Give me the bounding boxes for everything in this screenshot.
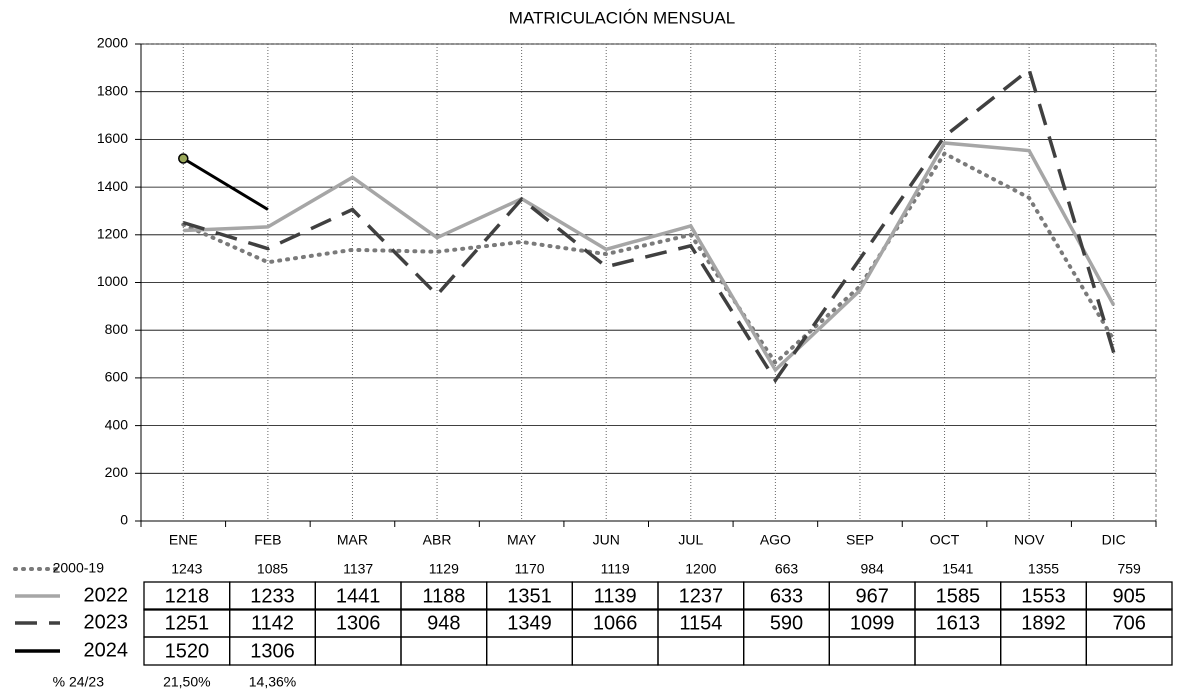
ratio-value: 21,50%	[163, 674, 210, 690]
table-value: 1441	[336, 585, 381, 607]
table-value: 1892	[1021, 612, 1066, 634]
table-value: 1613	[936, 612, 981, 634]
table-value: 984	[860, 561, 884, 577]
x-tick-label: FEB	[254, 532, 281, 548]
table-value: 1218	[165, 585, 210, 607]
legend-label: 2000-19	[53, 560, 105, 576]
x-tick-label: AGO	[760, 532, 791, 548]
y-tick-label: 800	[105, 321, 129, 337]
table-value: 1154	[679, 612, 722, 634]
ratio-label: % 24/23	[53, 674, 105, 690]
chart-title: MATRICULACIÓN MENSUAL	[509, 8, 735, 27]
legend-label: 2024	[84, 639, 129, 661]
table-value: 1355	[1028, 561, 1059, 577]
table-value: 590	[770, 612, 803, 634]
y-tick-label: 400	[105, 416, 129, 432]
table-value: 1099	[850, 612, 895, 634]
x-tick-label: ABR	[423, 532, 452, 548]
table-value: 1170	[514, 561, 544, 577]
table-cell	[571, 636, 659, 666]
table-cell	[1085, 636, 1173, 666]
table-value: 1553	[1021, 585, 1066, 607]
y-tick-label: 200	[105, 464, 129, 480]
table-cell	[914, 636, 1002, 666]
table-value: 1119	[601, 561, 630, 577]
table-value: 706	[1112, 612, 1145, 634]
table-value: 1520	[165, 640, 210, 662]
table-value: 1085	[257, 561, 288, 577]
table-value: 1306	[250, 640, 295, 662]
legend-label: 2023	[84, 611, 129, 633]
table-value: 905	[1112, 585, 1145, 607]
table-value: 1541	[942, 561, 973, 577]
table-cell	[400, 636, 488, 666]
table-value: 948	[427, 612, 460, 634]
legend-label: 2022	[84, 584, 129, 606]
table-cell	[486, 636, 573, 666]
x-tick-label: JUL	[678, 532, 703, 548]
table-value: 1243	[171, 561, 202, 577]
y-tick-label: 0	[120, 512, 128, 528]
table-cell	[1000, 636, 1087, 666]
ratio-value: 14,36%	[249, 674, 296, 690]
table-value: 1251	[165, 612, 210, 634]
table-value: 1349	[507, 612, 552, 634]
y-tick-label: 1600	[97, 130, 128, 146]
y-tick-label: 600	[105, 369, 129, 385]
table-value: 1237	[679, 585, 724, 607]
series-line	[183, 141, 1116, 373]
table-value: 1137	[343, 561, 373, 577]
y-tick-label: 1800	[97, 82, 128, 98]
x-tick-label: DIC	[1102, 532, 1126, 548]
table-value: 1200	[685, 561, 716, 577]
table-cell	[743, 636, 830, 666]
x-tick-label: NOV	[1014, 532, 1045, 548]
x-tick-label: MAR	[337, 532, 368, 548]
y-tick-label: 1200	[97, 226, 128, 242]
y-tick-label: 2000	[97, 35, 128, 51]
table-value: 1139	[594, 585, 637, 607]
y-tick-label: 1000	[97, 273, 128, 289]
point-marker	[178, 153, 189, 164]
table-cell	[314, 636, 402, 666]
table-value: 1129	[429, 561, 459, 577]
table-value: 967	[855, 585, 888, 607]
x-tick-label: JUN	[593, 532, 620, 548]
table-value: 1233	[250, 585, 295, 607]
y-tick-label: 1400	[97, 178, 128, 194]
table-value: 1585	[936, 585, 981, 607]
table-value: 1306	[336, 612, 381, 634]
series-line	[181, 150, 1116, 366]
table-value: 1188	[422, 585, 465, 607]
x-tick-label: MAY	[507, 532, 537, 548]
table-value: 633	[770, 585, 803, 607]
table-value: 1066	[593, 612, 638, 634]
table-value: 663	[775, 561, 799, 577]
table-cell	[828, 636, 916, 666]
x-tick-label: OCT	[930, 532, 960, 548]
table-value: 1351	[507, 585, 552, 607]
series-line	[182, 66, 1116, 384]
table-value: 1142	[251, 612, 294, 634]
series-line	[182, 157, 269, 211]
x-tick-label: SEP	[846, 532, 874, 548]
table-cell	[1085, 581, 1173, 611]
table-value: 759	[1117, 561, 1141, 577]
x-tick-label: ENE	[169, 532, 198, 548]
table-cell	[657, 636, 745, 666]
